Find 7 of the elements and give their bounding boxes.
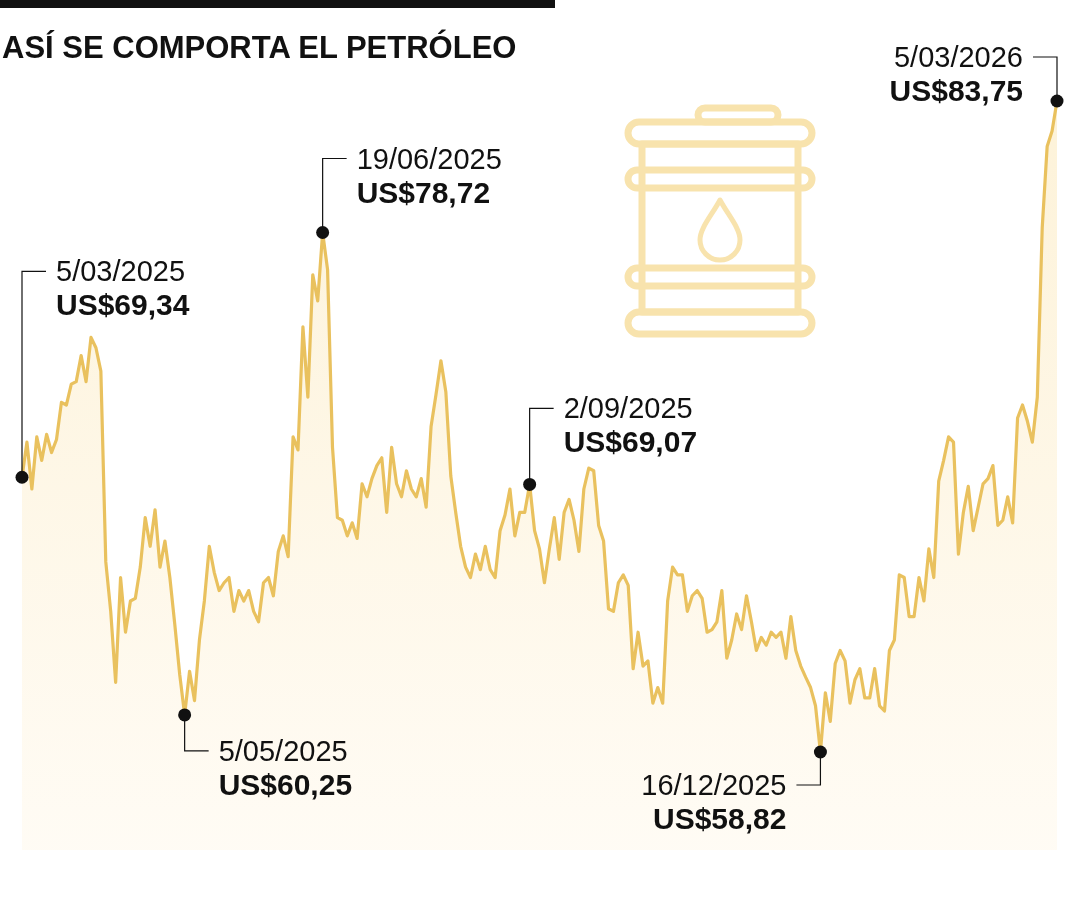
annotation: 5/03/2025 US$69,34 — [56, 255, 190, 322]
annotation: 5/05/2025 US$60,25 — [218, 734, 353, 801]
annotation: 5/03/2026 US$83,75 — [889, 41, 1023, 107]
chart-title: ASÍ SE COMPORTA EL PETRÓLEO — [2, 29, 517, 65]
text: 16/12/2025 US$58,82 — [641, 769, 787, 835]
annotation: 19/06/2025 US$78,72 — [356, 142, 502, 209]
annotation: 2/09/2025 US$69,07 — [563, 392, 698, 459]
